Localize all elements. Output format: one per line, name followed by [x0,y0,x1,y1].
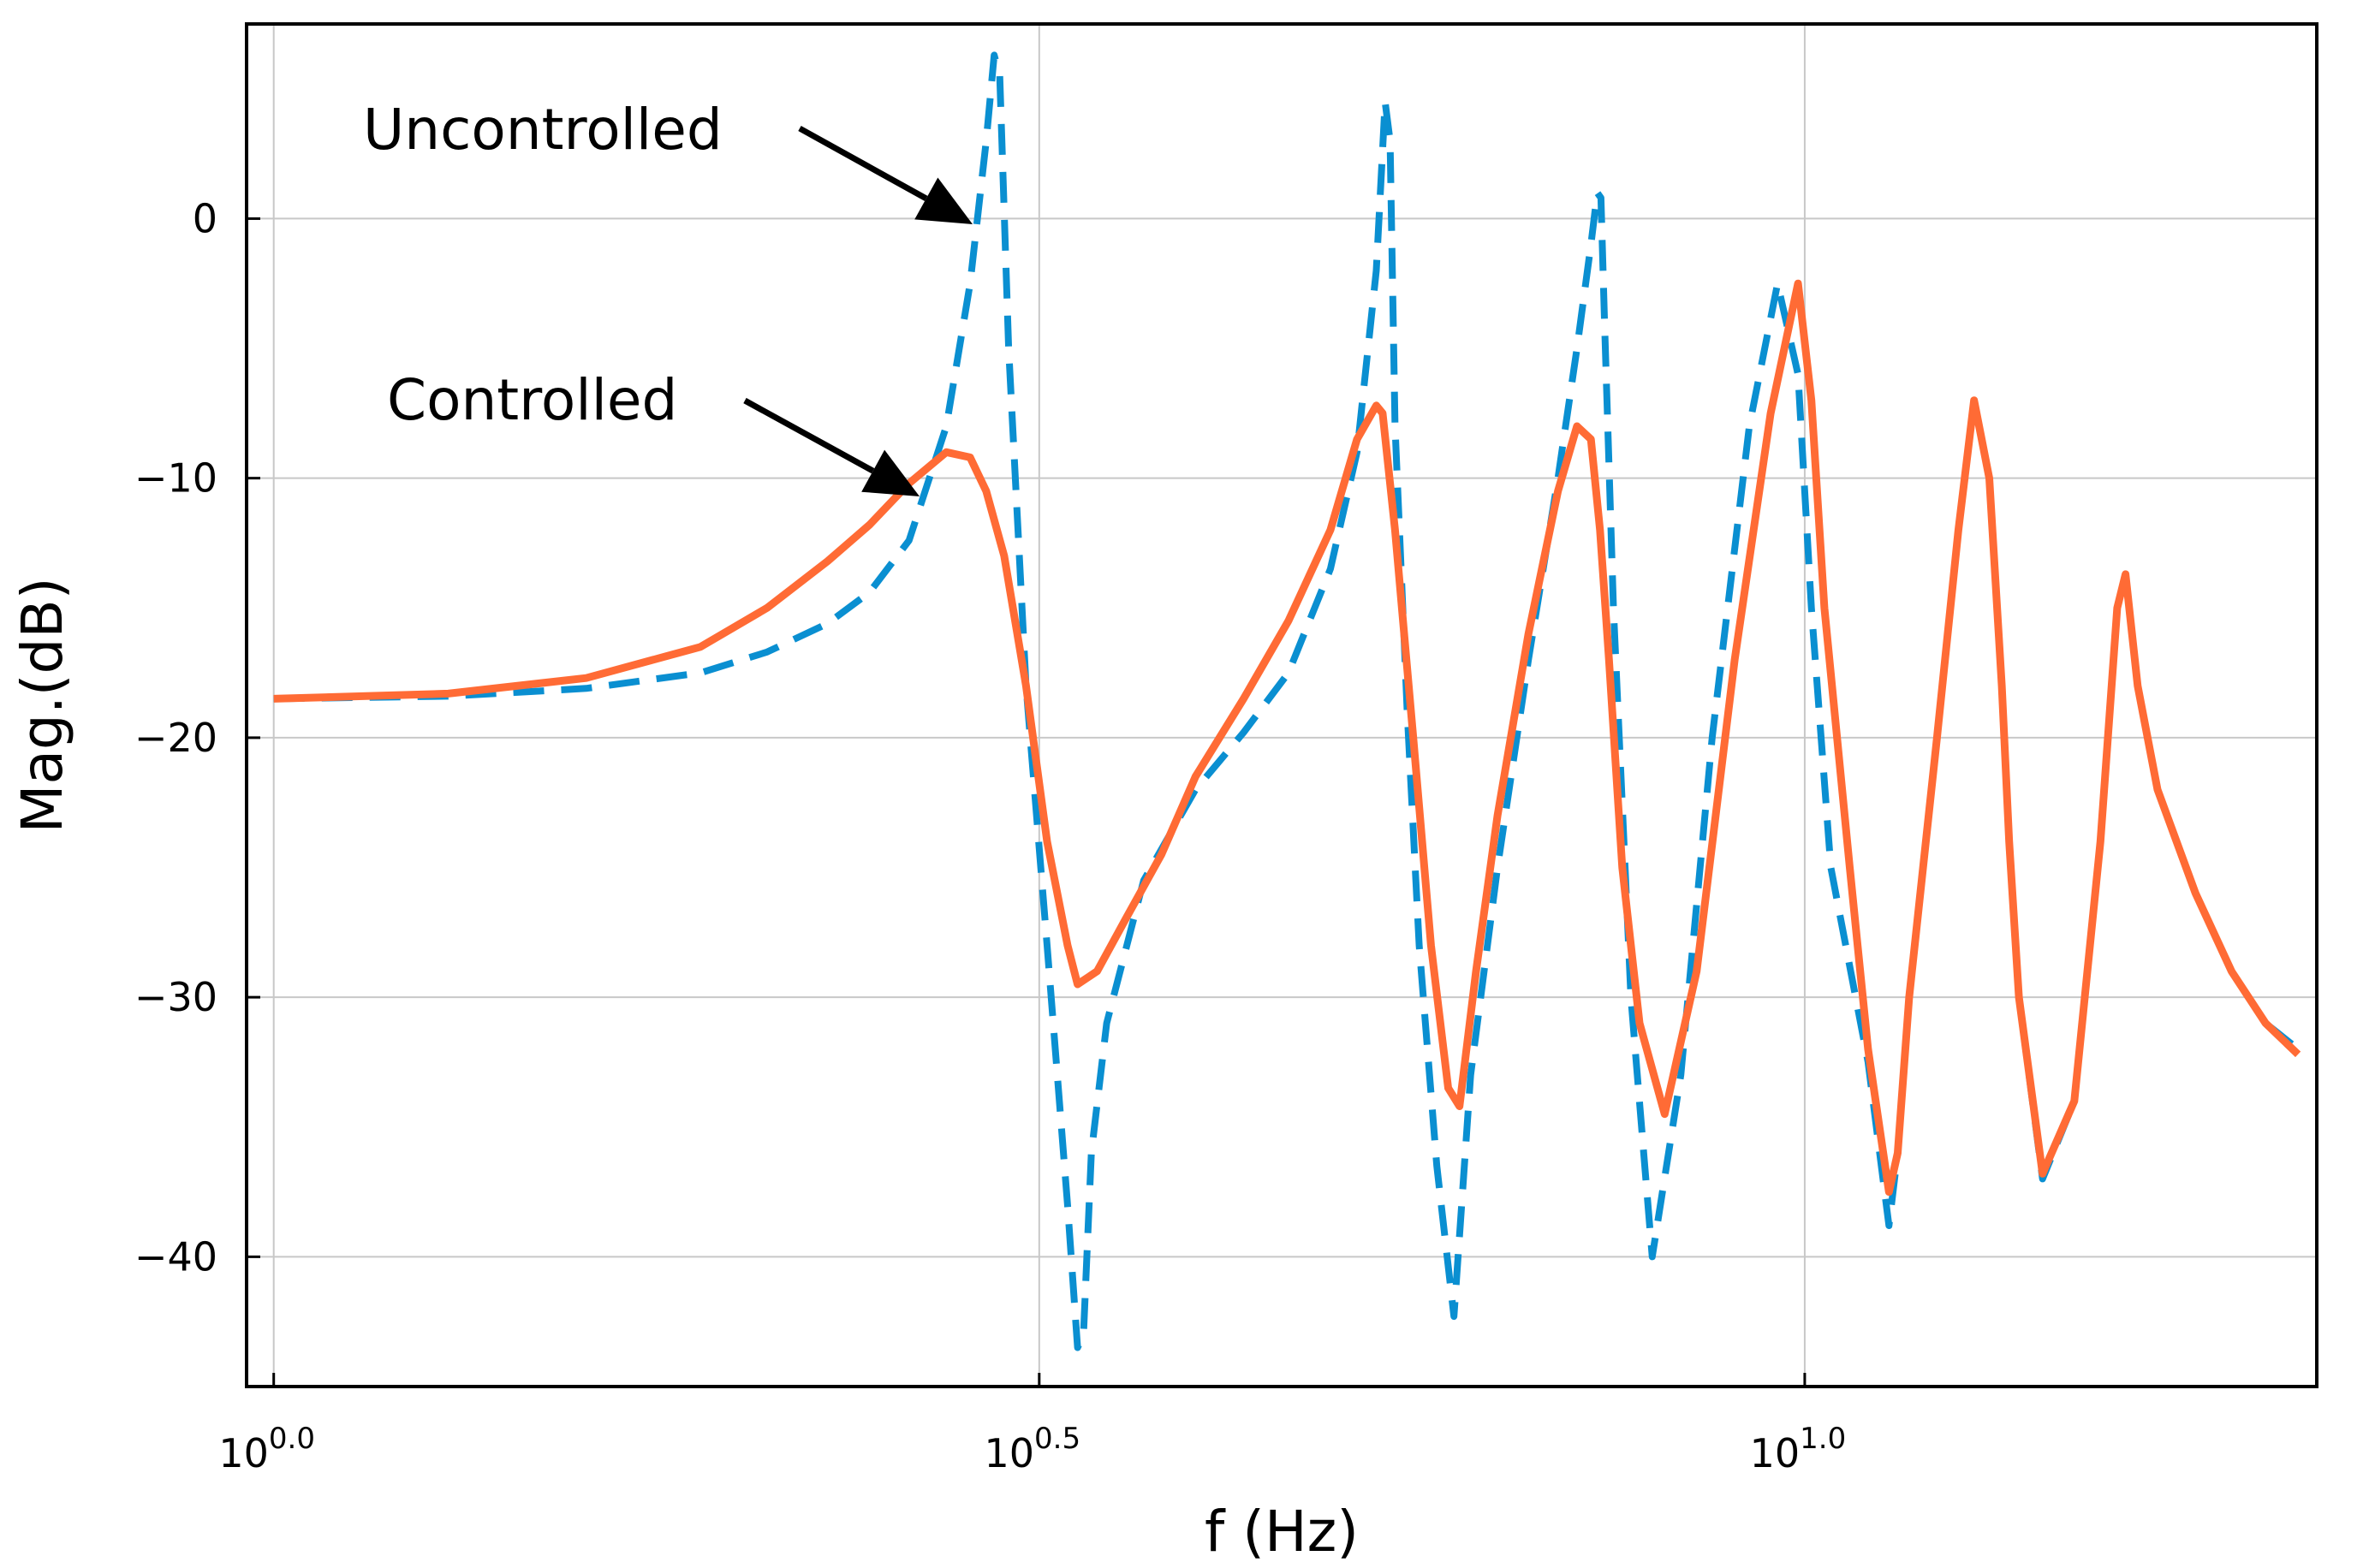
annotation-arrow-head [914,177,973,224]
controlled-line [273,279,2301,1197]
y-tick-label: −40 [134,1233,217,1280]
annotation-label: Controlled [387,367,677,433]
annotation-label: Uncontrolled [363,97,723,163]
annotation-arrow-shaft [798,125,928,201]
uncontrolled-line [273,51,2301,1351]
x-tick-label: 101.0 [1750,1422,1847,1476]
grid [247,24,2317,1387]
annotation-arrow-shaft [743,397,875,474]
y-tick-label: −30 [134,974,217,1020]
x-ticks: 100.0 100.5 101.0 [218,1373,1846,1476]
plot-lines [273,51,2301,1351]
y-ticks: 0 −10 −20 −30 −40 [134,195,260,1280]
plot-frame [245,22,2318,1388]
annotation-arrow-head [861,449,920,496]
y-tick-label: −20 [134,715,217,761]
x-tick-label: 100.5 [985,1422,1081,1476]
x-axis-title: f (Hz) [1205,1499,1359,1565]
annotations: Uncontrolled Controlled [363,97,973,496]
y-tick-label: −10 [134,455,217,502]
y-axis-title: Mag.(dB) [9,578,75,834]
x-tick-label: 100.0 [218,1422,315,1476]
y-tick-label: 0 [193,195,217,241]
